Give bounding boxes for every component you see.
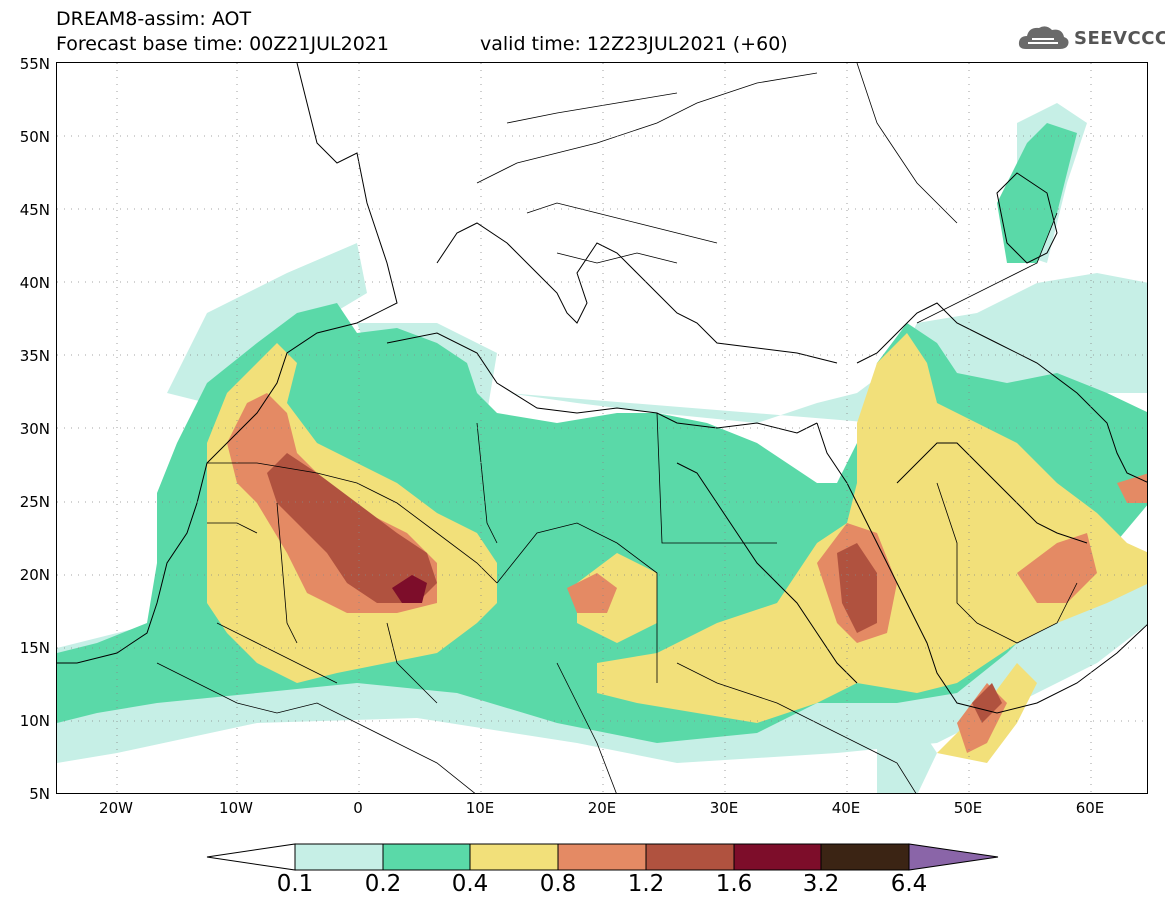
colorbar-segment-5 — [645, 843, 735, 871]
colorbar-label-1.6: 1.6 — [715, 871, 753, 897]
lat-label-35n: 35N — [19, 347, 50, 365]
colorbar-over-triangle — [908, 843, 999, 871]
valid-time: valid time: 12Z23JUL2021 (+60) — [480, 33, 788, 55]
lon-label-40e: 40E — [831, 799, 861, 817]
lon-label-20w: 20W — [99, 799, 133, 817]
colorbar-segment-1 — [294, 843, 384, 871]
aot-band-1.6 — [392, 575, 427, 603]
lat-label-20n: 20N — [19, 566, 50, 584]
colorbar — [206, 843, 999, 871]
lat-label-30n: 30N — [19, 420, 50, 438]
colorbar-label-6.4: 6.4 — [890, 871, 928, 897]
colorbar-segment-6 — [733, 843, 822, 871]
colorbar-label-0.8: 0.8 — [539, 871, 577, 897]
lat-label-15n: 15N — [19, 639, 50, 657]
borders — [156, 63, 1078, 793]
lat-label-50n: 50N — [19, 128, 50, 146]
colorbar-label-1.2: 1.2 — [627, 871, 665, 897]
base-time: Forecast base time: 00Z21JUL2021 — [56, 33, 389, 55]
forecast-time-line: Forecast base time: 00Z21JUL2021 valid ti… — [56, 33, 788, 55]
colorbar-segment-3 — [469, 843, 559, 871]
aot-map — [56, 62, 1148, 794]
lon-label-10e: 10E — [465, 799, 495, 817]
lat-label-10n: 10N — [19, 712, 50, 730]
colorbar-label-0.2: 0.2 — [364, 871, 402, 897]
aot-band-1.2 — [267, 453, 1002, 723]
colorbar-segment-7 — [820, 843, 910, 871]
lon-label-10w: 10W — [219, 799, 253, 817]
lon-label-60e: 60E — [1075, 799, 1105, 817]
lon-label-50e: 50E — [953, 799, 983, 817]
lon-label-30e: 30E — [709, 799, 739, 817]
map-title: DREAM8-assim: AOT — [56, 8, 252, 30]
lat-label-40n: 40N — [19, 274, 50, 292]
lon-label-20e: 20E — [587, 799, 617, 817]
grid-lines — [57, 63, 1147, 793]
lat-label-45n: 45N — [19, 201, 50, 219]
coastlines — [57, 63, 1147, 714]
lat-label-55n: 55N — [19, 55, 50, 73]
logo-text: SEEVCCC — [1074, 27, 1165, 49]
colorbar-segment-2 — [382, 843, 471, 871]
colorbar-label-0.1: 0.1 — [276, 871, 314, 897]
cloud-icon — [1018, 26, 1069, 49]
aot-field — [57, 63, 1147, 793]
colorbar-under-triangle — [206, 843, 296, 871]
seevccc-logo: SEEVCCC — [1018, 22, 1165, 54]
colorbar-label-3.2: 3.2 — [802, 871, 840, 897]
colorbar-label-0.4: 0.4 — [451, 871, 489, 897]
lat-label-25n: 25N — [19, 493, 50, 511]
lat-label-5n: 5N — [29, 785, 50, 803]
colorbar-segment-4 — [557, 843, 647, 871]
lon-label-0: 0 — [353, 799, 363, 817]
